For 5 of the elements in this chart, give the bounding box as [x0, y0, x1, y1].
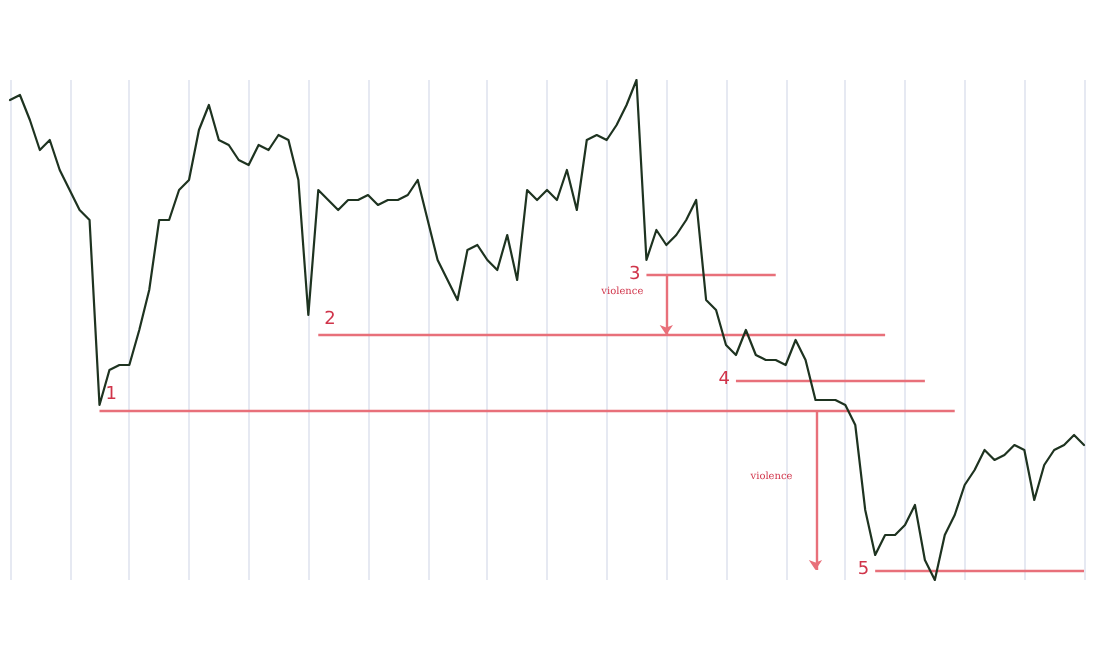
annotation: 5 — [857, 560, 870, 580]
annotation: 4 — [718, 370, 731, 390]
annotation: 1 — [105, 385, 117, 405]
annotation: 3 — [628, 265, 641, 285]
annotation: 2 — [324, 310, 336, 330]
